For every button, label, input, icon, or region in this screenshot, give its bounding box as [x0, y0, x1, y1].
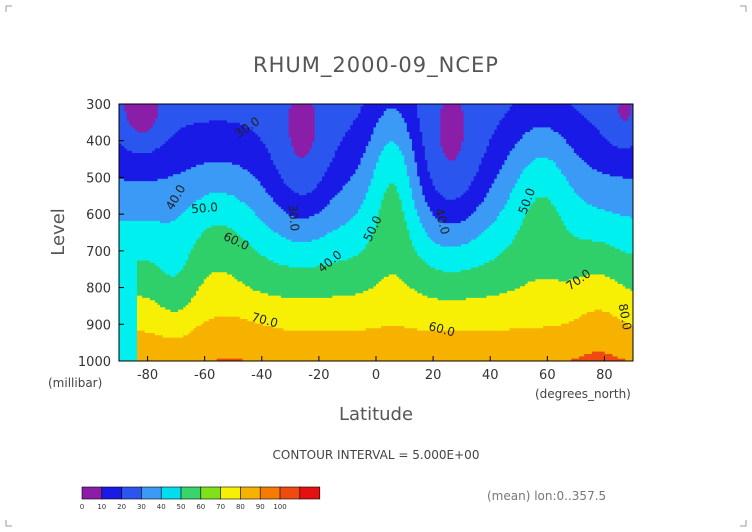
y-tick-label: 900: [86, 318, 111, 333]
contour-fill-90: [216, 351, 626, 361]
x-tick-label: 80: [596, 368, 613, 383]
colorbar-swatch: [121, 486, 142, 500]
contour-interval-text: CONTOUR INTERVAL = 5.000E+00: [273, 448, 480, 462]
y-tick-label: 1000: [78, 355, 111, 370]
colorbar-label: 80: [236, 503, 245, 511]
contour-label: 50.0: [191, 200, 219, 216]
colorbar-label: 90: [256, 503, 265, 511]
y-tick-label: 500: [86, 171, 111, 186]
x-tick-label: -60: [194, 368, 215, 383]
colorbar-swatch: [141, 486, 162, 500]
colorbar-label: 0: [80, 503, 84, 511]
y-units-label: (millibar): [48, 376, 102, 390]
colorbar-swatch: [259, 486, 281, 500]
contour-fill-80: [136, 309, 633, 361]
contour-band-90: [216, 351, 626, 361]
x-tick-label: 40: [482, 368, 499, 383]
x-tick-label: 0: [372, 368, 380, 383]
y-tick-label: 600: [86, 208, 111, 223]
contour-label: 30.0: [286, 204, 302, 232]
corner-marks: [5, 5, 747, 527]
contour-label: 60.0: [427, 319, 456, 339]
colorbar-label: 50: [177, 503, 186, 511]
x-axis-title: Latitude: [339, 404, 413, 425]
chart-title: RHUM_2000-09_NCEP: [253, 53, 499, 78]
mean-lon-text: (mean) lon:0..357.5: [487, 489, 606, 503]
colorbar-label: 60: [196, 503, 205, 511]
colorbar-label: 100: [273, 503, 286, 511]
contour-label: 40.0: [432, 207, 452, 236]
y-tick-label: 800: [86, 282, 111, 297]
y-tick-label: 300: [86, 98, 111, 113]
contour-label: 80.0: [616, 302, 634, 331]
y-axis-title: Level: [48, 208, 69, 256]
colorbar-label: 40: [157, 503, 166, 511]
contour-labels: 30.040.0 50.060.070.030.040.050.0 40.060.0…: [163, 114, 634, 339]
plot-area: [119, 104, 633, 361]
contour-label: 70.0: [250, 310, 279, 330]
y-axis-ticks: 300 400 500 600 700 800 900 1000: [78, 98, 124, 370]
y-tick-label: 700: [86, 245, 111, 260]
colorbar-swatch: [81, 486, 103, 500]
x-tick-label: 20: [425, 368, 442, 383]
colorbar-swatch: [160, 486, 182, 500]
colorbar-swatch: [200, 486, 222, 500]
colorbar: 0 10 20 30 40 50 60 70 80 90 100: [80, 486, 321, 511]
colorbar-label: 30: [137, 503, 146, 511]
x-tick-label: -80: [137, 368, 158, 383]
colorbar-label: 20: [117, 503, 126, 511]
colorbar-swatch: [299, 486, 321, 500]
x-tick-label: 60: [539, 368, 556, 383]
y-tick-label: 400: [86, 135, 111, 150]
colorbar-swatch: [279, 486, 301, 500]
colorbar-swatch: [180, 486, 202, 500]
colorbar-swatch: [101, 486, 123, 500]
colorbar-label: 70: [216, 503, 225, 511]
x-units-label: (degrees_north): [535, 387, 631, 401]
colorbar-swatch: [220, 486, 241, 500]
x-tick-label: -40: [251, 368, 272, 383]
x-tick-label: -20: [308, 368, 329, 383]
contour-band-80: [136, 309, 633, 361]
colorbar-label: 10: [97, 503, 106, 511]
colorbar-swatch: [240, 486, 261, 500]
x-axis-ticks: -80 -60 -40 -20 0 20 40 60 80: [137, 356, 613, 383]
